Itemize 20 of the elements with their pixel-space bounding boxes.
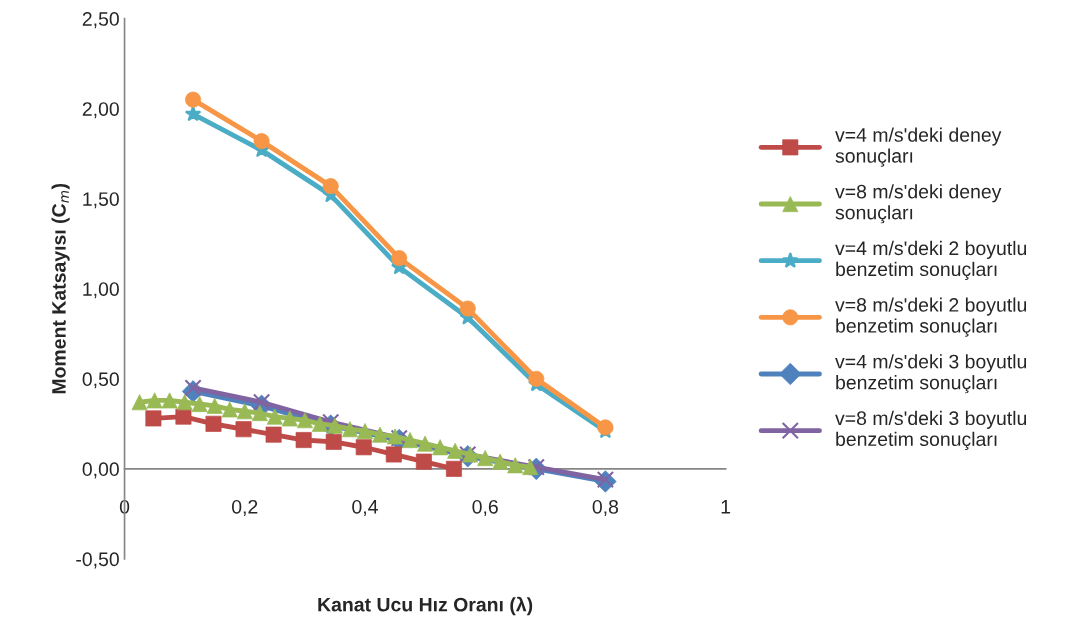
y-tick-label: 0,50 <box>82 372 119 389</box>
legend-label: v=4 m/s'deki deney sonuçları <box>835 127 1002 167</box>
y-tick-label: 1,00 <box>83 282 119 299</box>
legend-label: v=8 m/s'deki 3 boyutlu benzetim sonuçları <box>835 410 1027 450</box>
x-tick-label: 0,6 <box>472 499 498 516</box>
y-tick-label: 2,50 <box>82 12 119 29</box>
y-tick-label: 2,00 <box>82 102 119 119</box>
x-tick-label: 0,8 <box>592 499 619 516</box>
legend-label: v=4 m/s'deki 2 boyutlu benzetim sonuçları <box>835 240 1027 281</box>
y-axis-title: Moment Katsayısı (C$_{m}$) <box>51 183 70 394</box>
legend-label: v=8 m/s'deki 2 boyutlu benzetim sonuçları <box>835 297 1027 337</box>
y-tick-label: -0,50 <box>76 552 119 569</box>
y-tick-label: 0,00 <box>82 462 119 479</box>
legend-label: v=8 m/s'deki deney sonuçları <box>835 184 1002 224</box>
x-tick-label: 0,2 <box>232 499 258 516</box>
y-tick-label: 1,50 <box>83 192 119 209</box>
x-tick-label: 1 <box>721 500 731 514</box>
x-axis-title: Kanat Ucu Hız Oranı (λ) <box>318 596 533 616</box>
legend-label: v=4 m/s'deki 3 boyutlu benzetim sonuçları <box>835 354 1027 394</box>
x-tick-label: 0,4 <box>352 499 378 516</box>
